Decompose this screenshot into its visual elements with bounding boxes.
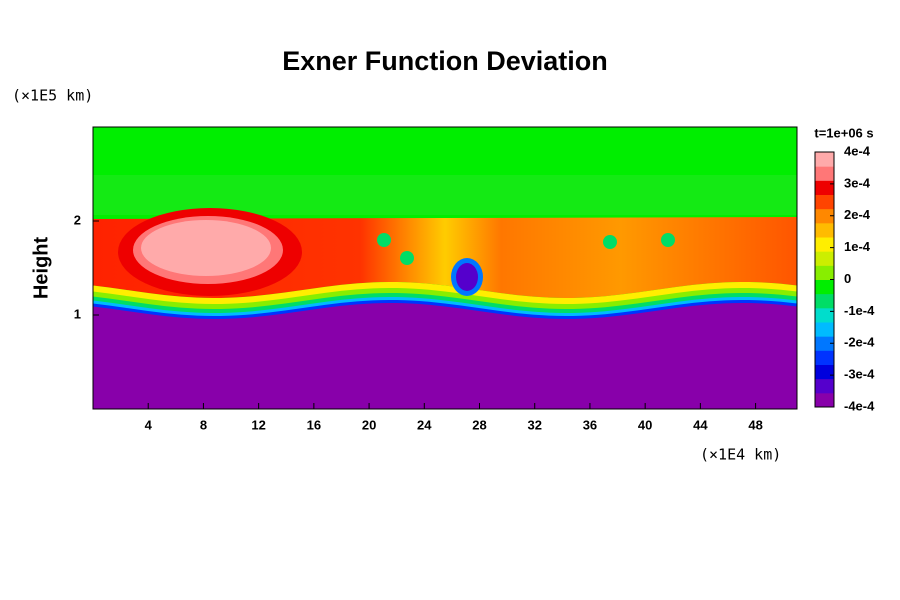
colorbar-swatch <box>815 392 834 408</box>
colorbar-swatch <box>815 180 834 195</box>
x-tick-label: 32 <box>527 417 541 432</box>
colorbar-tick-label: 1e-4 <box>844 239 871 254</box>
time-label: t=1e+06 s <box>814 125 873 140</box>
colorbar-tick-label: 3e-4 <box>844 175 871 190</box>
colorbar-tick-label: -1e-4 <box>844 303 875 318</box>
x-tick-label: 16 <box>307 417 321 432</box>
plot-frame <box>92 126 798 410</box>
colorbar-tick-label: -2e-4 <box>844 335 875 350</box>
colorbar-tick-label: -4e-4 <box>844 398 875 413</box>
x-tick-label: 44 <box>693 417 708 432</box>
x-tick-label: 28 <box>472 417 486 432</box>
field-blob <box>661 233 675 247</box>
colorbar-swatch <box>815 237 834 252</box>
y-unit: (×1E5 km) <box>12 87 93 105</box>
field-blob <box>141 220 271 276</box>
x-tick-label: 20 <box>362 417 376 432</box>
colorbar-swatch <box>815 194 834 210</box>
contour-field <box>93 127 797 409</box>
colorbar-swatch <box>815 251 834 266</box>
colorbar-swatch <box>815 208 834 224</box>
x-tick-label: 8 <box>200 417 207 432</box>
x-tick-label: 4 <box>145 417 153 432</box>
colorbar-tick-label: -3e-4 <box>844 367 875 382</box>
x-tick-label: 40 <box>638 417 652 432</box>
field-blob <box>400 251 414 265</box>
colorbar-swatch <box>815 364 834 380</box>
field-blob <box>456 263 478 291</box>
colorbar-swatch <box>815 265 834 280</box>
x-unit: (×1E4 km) <box>700 446 781 464</box>
colorbar-tick-label: 2e-4 <box>844 207 871 222</box>
x-tick-label: 48 <box>748 417 762 432</box>
y-tick-label: 2 <box>74 212 81 227</box>
x-tick-label: 24 <box>417 417 432 432</box>
colorbar-tick-label: 4e-4 <box>844 143 871 158</box>
colorbar-swatch <box>815 378 834 394</box>
colorbar-tick-label: 0 <box>844 271 851 286</box>
y-tick-label: 1 <box>74 306 81 321</box>
colorbar-swatch <box>815 152 834 167</box>
colorbar-swatch <box>815 279 834 295</box>
colorbar-swatch <box>815 166 834 181</box>
chart-title: Exner Function Deviation <box>282 46 608 76</box>
colorbar-swatch <box>815 293 834 309</box>
colorbar-swatch <box>815 336 834 351</box>
field-blob <box>603 235 617 249</box>
x-tick-label: 36 <box>583 417 597 432</box>
colorbar-swatch <box>815 222 834 238</box>
colorbar-swatch <box>815 322 834 337</box>
y-label: Height <box>30 237 52 300</box>
x-tick-label: 12 <box>251 417 265 432</box>
colorbar-swatch <box>815 350 834 365</box>
field-layer <box>93 303 797 409</box>
field-blob <box>377 233 391 247</box>
colorbar-swatch <box>815 307 834 323</box>
